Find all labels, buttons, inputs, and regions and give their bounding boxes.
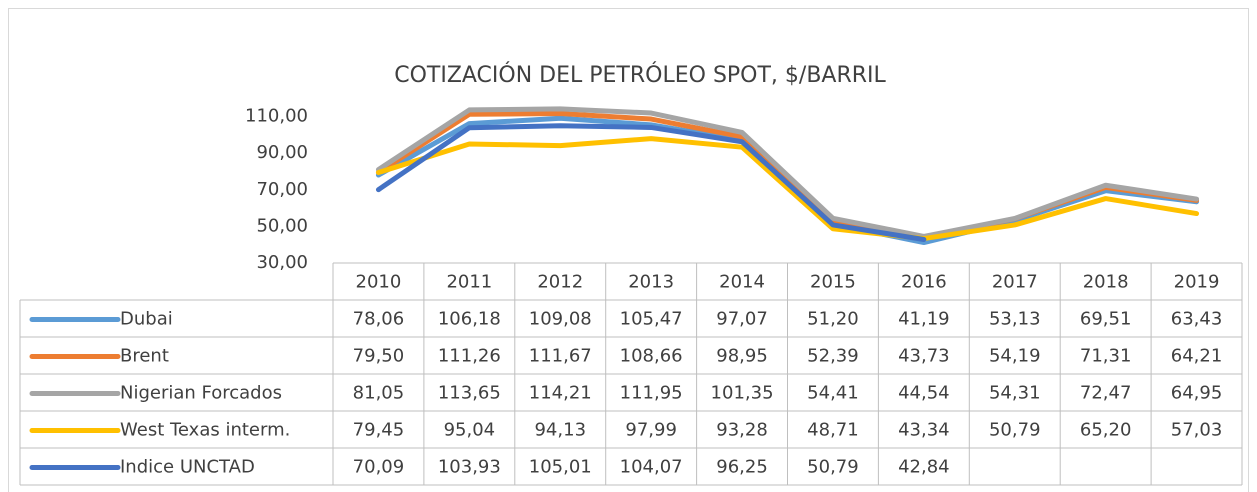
series-line <box>375 136 1200 242</box>
data-label: 96,25 <box>716 457 768 478</box>
y-tick-label: 70,00 <box>256 179 308 200</box>
data-label: 64,21 <box>1171 346 1223 367</box>
data-label: 97,07 <box>716 309 768 330</box>
data-label: 64,95 <box>1171 383 1223 404</box>
data-label: 50,79 <box>989 420 1041 441</box>
data-label: 111,67 <box>529 346 592 367</box>
y-tick-label: 30,00 <box>256 252 308 273</box>
data-label: 101,35 <box>711 383 774 404</box>
x-tick-label: 2010 <box>356 272 402 293</box>
data-label: 93,28 <box>716 420 768 441</box>
data-label: 43,34 <box>898 420 950 441</box>
data-label: 104,07 <box>620 457 683 478</box>
data-label: 41,19 <box>898 309 950 330</box>
data-label: 63,43 <box>1171 309 1223 330</box>
legend-label: Brent <box>120 346 169 367</box>
series-line <box>375 106 1200 239</box>
x-tick-label: 2014 <box>719 272 765 293</box>
data-label: 113,65 <box>438 383 501 404</box>
x-tick-label: 2018 <box>1083 272 1129 293</box>
data-label: 109,08 <box>529 309 592 330</box>
data-label: 48,71 <box>807 420 859 441</box>
data-label: 57,03 <box>1171 420 1223 441</box>
x-tick-label: 2011 <box>446 272 492 293</box>
data-label: 79,45 <box>353 420 405 441</box>
data-label: 44,54 <box>898 383 950 404</box>
x-tick-label: 2012 <box>537 272 583 293</box>
data-label: 81,05 <box>353 383 405 404</box>
x-tick-label: 2015 <box>810 272 856 293</box>
data-label: 54,31 <box>989 383 1041 404</box>
data-label: 79,50 <box>353 346 405 367</box>
data-label: 42,84 <box>898 457 950 478</box>
data-label: 105,47 <box>620 309 683 330</box>
data-label: 51,20 <box>807 309 859 330</box>
x-tick-label: 2017 <box>992 272 1038 293</box>
data-label: 50,79 <box>807 457 859 478</box>
data-label: 43,73 <box>898 346 950 367</box>
data-label: 114,21 <box>529 383 592 404</box>
data-label: 65,20 <box>1080 420 1132 441</box>
x-tick-label: 2013 <box>628 272 674 293</box>
data-label: 98,95 <box>716 346 768 367</box>
data-label: 103,93 <box>438 457 501 478</box>
x-tick-label: 2016 <box>901 272 947 293</box>
data-label: 53,13 <box>989 309 1041 330</box>
data-label: 94,13 <box>534 420 586 441</box>
data-label: 54,19 <box>989 346 1041 367</box>
y-tick-label: 50,00 <box>256 215 308 236</box>
data-label: 71,31 <box>1080 346 1132 367</box>
data-label: 97,99 <box>625 420 677 441</box>
data-label: 95,04 <box>444 420 496 441</box>
legend-label: Indice UNCTAD <box>120 457 255 478</box>
series-line <box>375 123 927 243</box>
legend-label: Dubai <box>120 309 173 330</box>
data-label: 52,39 <box>807 346 859 367</box>
legend-label: Nigerian Forcados <box>120 383 282 404</box>
legend-label: West Texas interm. <box>120 420 290 441</box>
data-label: 111,95 <box>620 383 683 404</box>
data-label: 108,66 <box>620 346 683 367</box>
data-label: 70,09 <box>353 457 405 478</box>
data-label: 78,06 <box>353 309 405 330</box>
data-label: 111,26 <box>438 346 501 367</box>
data-label: 54,41 <box>807 383 859 404</box>
chart-title: COTIZACIÓN DEL PETRÓLEO SPOT, $/BARRIL <box>394 62 886 88</box>
y-tick-label: 90,00 <box>256 142 308 163</box>
x-tick-label: 2019 <box>1174 272 1220 293</box>
data-label: 106,18 <box>438 309 501 330</box>
data-label: 105,01 <box>529 457 592 478</box>
data-label: 72,47 <box>1080 383 1132 404</box>
data-label: 69,51 <box>1080 309 1132 330</box>
y-tick-label: 110,00 <box>245 106 308 127</box>
